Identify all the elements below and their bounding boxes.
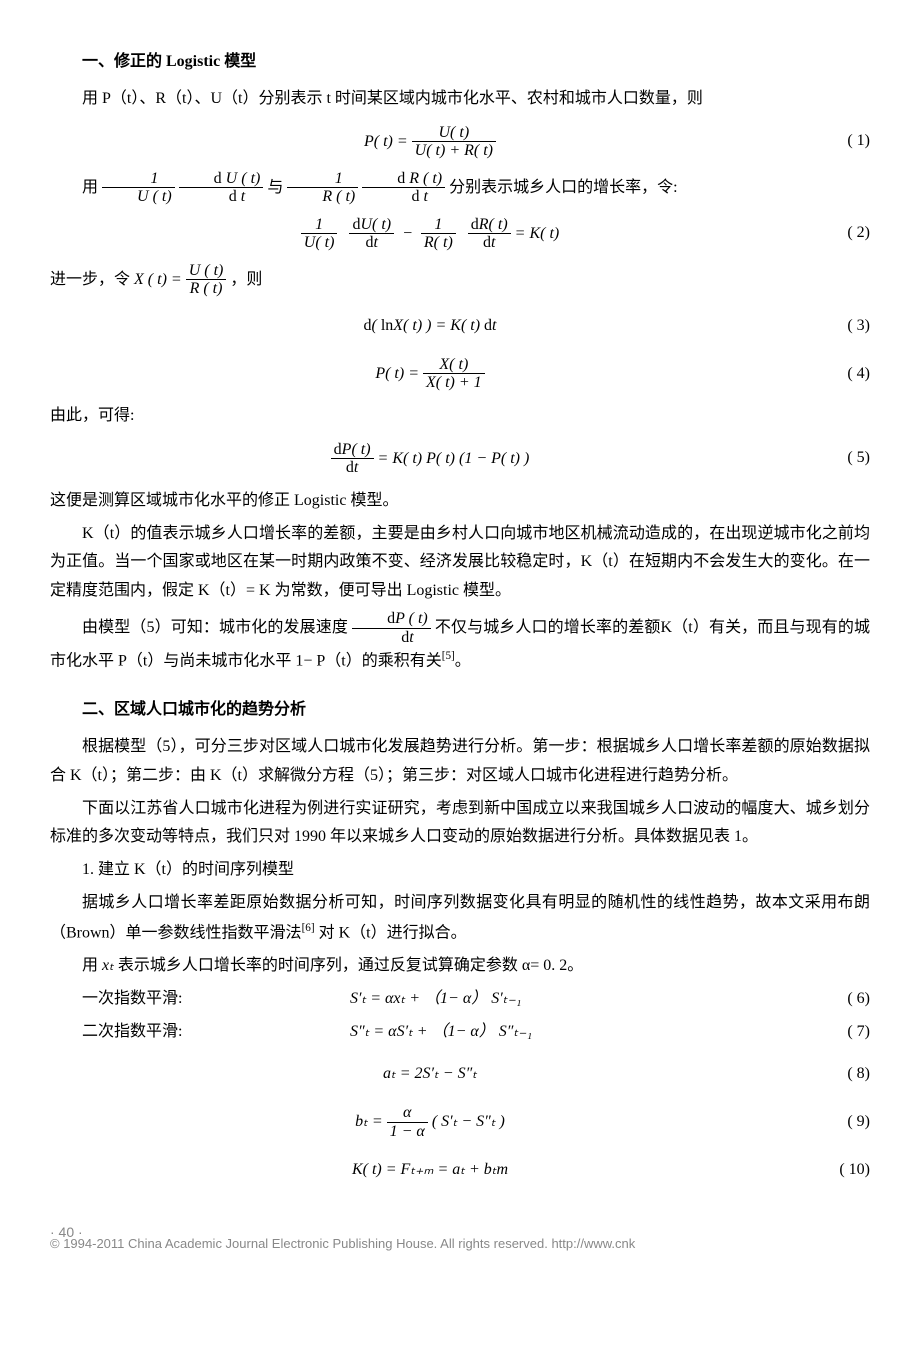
eq4n: X( t) — [423, 356, 485, 375]
p2-post: 分别表示城乡人口的增长率，令: — [449, 178, 677, 195]
p7-pre: 由模型（5）可知：城市化的发展速度 — [82, 619, 348, 636]
f2d: R ( t) — [287, 188, 358, 206]
eq2-rhs: = K( t) — [515, 224, 560, 241]
paragraph-7: 由模型（5）可知：城市化的发展速度 dP ( t)dt 不仅与城乡人口的增长率的… — [50, 610, 870, 676]
section-2-title: 二、区域人口城市化的趋势分析 — [50, 696, 870, 725]
paragraph-9: 下面以江苏省人口城市化进程为例进行实证研究，考虑到新中国成立以来我国城乡人口波动… — [50, 795, 870, 853]
p3-mid: ，则 — [230, 271, 262, 288]
footer: · 40 · © 1994-2011 China Academic Journa… — [50, 1220, 870, 1255]
equation-4: P( t) = X( t)X( t) + 1 ( 4) — [50, 354, 870, 394]
f2n: 1 — [287, 170, 358, 189]
eq1-num: U( t) — [412, 124, 496, 143]
eq4-number: ( 4) — [810, 360, 870, 389]
equation-8: aₜ = 2S′ₜ − S″ₜ ( 8) — [50, 1054, 870, 1094]
x-def: X ( t) = — [134, 271, 186, 288]
eq7: S″ₜ = αS′ₜ + （1− α） S″ₜ₋₁ — [250, 1018, 810, 1047]
eq4d: X( t) + 1 — [423, 374, 485, 392]
eq3-number: ( 3) — [810, 312, 870, 341]
eq1-lhs: P( t) = — [364, 132, 408, 149]
p3-pre: 进一步，令 — [50, 271, 134, 288]
smooth2-label: 二次指数平滑: — [50, 1018, 250, 1047]
xn: U ( t) — [186, 262, 227, 281]
paragraph-3: 进一步，令 X ( t) = U ( t)R ( t) ，则 — [50, 262, 870, 298]
section-1-title: 一、修正的 Logistic 模型 — [50, 48, 870, 77]
p11-post: 对 K（t）进行拟合。 — [315, 924, 467, 941]
eq9-number: ( 9) — [810, 1108, 870, 1137]
paragraph-6: K（t）的值表示城乡人口增长率的差额，主要是由乡村人口向城市地区机械流动造成的，… — [50, 520, 870, 606]
p12-pre: 用 — [82, 957, 102, 974]
paragraph-11: 据城乡人口增长率差距原始数据分析可知，时间序列数据变化具有明显的随机性的线性趋势… — [50, 889, 870, 948]
paragraph-5: 这便是测算区域城市化水平的修正 Logistic 模型。 — [50, 487, 870, 516]
paragraph-1: 用 P（t）、R（t）、U（t）分别表示 t 时间某区域内城市化水平、农村和城市… — [50, 85, 870, 114]
f1n: 1 — [102, 170, 175, 189]
eq5-rhs: = K( t) P( t) (1 − P( t) ) — [378, 449, 530, 466]
smooth1-label: 一次指数平滑: — [50, 985, 250, 1014]
eq1-number: ( 1) — [810, 127, 870, 156]
copyright-text: © 1994-2011 China Academic Journal Elect… — [50, 1232, 870, 1255]
xd: R ( t) — [186, 280, 227, 298]
p12-post: 表示城乡人口增长率的时间序列，通过反复试算确定参数 α= 0. 2。 — [114, 957, 583, 974]
equation-7-row: 二次指数平滑: S″ₜ = αS′ₜ + （1− α） S″ₜ₋₁ ( 7) — [50, 1018, 870, 1047]
eq8: aₜ = 2S′ₜ − S″ₜ — [50, 1060, 810, 1089]
ref-5: [5] — [442, 650, 455, 662]
eq10-number: ( 10) — [810, 1156, 870, 1185]
equation-3: d( lnX( t) ) = K( t) dt ( 3) — [50, 306, 870, 346]
eq8-number: ( 8) — [810, 1060, 870, 1089]
paragraph-8: 根据模型（5），可分三步对区域人口城市化发展趋势进行分析。第一步：根据城乡人口增… — [50, 733, 870, 791]
eq6: S′ₜ = αxₜ + （1− α） S′ₜ₋₁ — [250, 985, 810, 1014]
p7-end: 。 — [455, 652, 471, 669]
paragraph-12: 用 xₜ 表示城乡人口增长率的时间序列，通过反复试算确定参数 α= 0. 2。 — [50, 952, 870, 981]
equation-10: K( t) = Fₜ₊ₘ = aₜ + bₜm ( 10) — [50, 1150, 870, 1190]
eq9-rhs: ( S′ₜ − S″ₜ ) — [432, 1113, 505, 1130]
eq9d: 1 − α — [387, 1123, 428, 1141]
ref-6: [6] — [302, 922, 315, 934]
eq5-number: ( 5) — [810, 444, 870, 473]
eq7-number: ( 7) — [810, 1018, 870, 1047]
eq10: K( t) = Fₜ₊ₘ = aₜ + bₜm — [50, 1156, 810, 1185]
equation-5: dP( t)dt = K( t) P( t) (1 − P( t) ) ( 5) — [50, 439, 870, 479]
eq4-lhs: P( t) = — [375, 365, 423, 382]
paragraph-2: 用 1U ( t) d U ( t)d t 与 1R ( t) d R ( t)… — [50, 170, 870, 206]
f1d: U ( t) — [102, 188, 175, 206]
eq2-number: ( 2) — [810, 219, 870, 248]
equation-1: P( t) = U( t) U( t) + R( t) ( 1) — [50, 122, 870, 162]
eq6-number: ( 6) — [810, 985, 870, 1014]
eq9n: α — [387, 1104, 428, 1123]
xt: xₜ — [102, 957, 114, 974]
eq9-lhs: bₜ = — [355, 1113, 387, 1130]
equation-2: 1U( t) dU( t)dt − 1R( t) dR( t)dt = K( t… — [50, 214, 870, 254]
eq1-den: U( t) + R( t) — [412, 142, 496, 160]
equation-6-row: 一次指数平滑: S′ₜ = αxₜ + （1− α） S′ₜ₋₁ ( 6) — [50, 985, 870, 1014]
equation-9: bₜ = α1 − α ( S′ₜ − S″ₜ ) ( 9) — [50, 1102, 870, 1142]
paragraph-10: 1. 建立 K（t）的时间序列模型 — [50, 856, 870, 885]
p2-pre: 用 — [82, 178, 98, 195]
p2-mid: 与 — [267, 178, 283, 195]
paragraph-4: 由此，可得: — [50, 402, 870, 431]
